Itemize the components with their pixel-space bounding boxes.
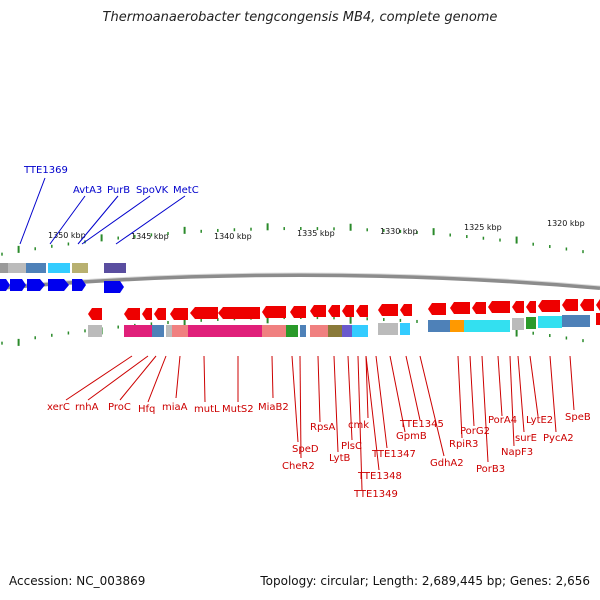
kbp-label: 1325 kbp	[464, 223, 502, 232]
gene-label-speb[interactable]: SpeB	[565, 412, 591, 423]
gene-label-mutl[interactable]: mutL	[194, 404, 220, 415]
kbp-scale-labels: 1350 kbp 1345 kbp 1340 kbp 1335 kbp 1330…	[48, 219, 585, 241]
lower-gene-arrows	[88, 299, 600, 320]
kbp-label: 1345 kbp	[131, 232, 169, 241]
gene-arrow-reverse[interactable]	[356, 305, 368, 317]
genome-backbone	[0, 273, 600, 290]
upper-scale-ticks	[1, 223, 584, 256]
gene-arrow-reverse[interactable]	[580, 299, 594, 311]
gene-arrow-reverse[interactable]	[378, 304, 398, 316]
gene-label-sped[interactable]: SpeD	[292, 444, 319, 455]
upper-domain-track	[0, 263, 126, 273]
gene-arrow-reverse[interactable]	[538, 300, 560, 312]
genome-backbone-highlight	[0, 272, 600, 287]
gene-label-tte1369[interactable]: TTE1369	[23, 165, 68, 176]
gene-label-spovk[interactable]: SpoVK	[136, 185, 169, 196]
gene-arrow-reverse[interactable]	[400, 304, 412, 316]
kbp-label: 1350 kbp	[48, 231, 86, 240]
gene-arrow-forward[interactable]	[48, 279, 69, 291]
gene-arrow-reverse[interactable]	[596, 299, 600, 311]
lower-domain-track	[88, 313, 600, 337]
gene-label-pora4[interactable]: PorA4	[488, 415, 517, 426]
gene-label-metc[interactable]: MetC	[173, 185, 199, 196]
gene-arrow-forward[interactable]	[0, 279, 10, 291]
gene-label-cmk[interactable]: TTE1349	[353, 489, 398, 500]
lower-label-leaders	[65, 355, 575, 491]
gene-arrow-forward[interactable]	[27, 279, 45, 291]
gene-arrow-reverse[interactable]	[428, 303, 446, 315]
gene-label-miab2[interactable]: MiaB2	[258, 402, 289, 413]
gene-label-avta3[interactable]: AvtA3	[73, 185, 102, 196]
gene-label-lytb[interactable]: LytB	[329, 453, 350, 464]
gene-arrow-reverse[interactable]	[488, 301, 510, 313]
kbp-label: 1320 kbp	[547, 219, 585, 228]
gene-arrow-forward[interactable]	[104, 281, 124, 293]
gene-arrow-reverse[interactable]	[526, 301, 536, 313]
genome-summary: Topology: circular; Length: 2,689,445 bp…	[260, 574, 590, 588]
genome-title: Thermoanaerobacter tengcongensis MB4, co…	[102, 10, 498, 25]
gene-label-xerc[interactable]: xerC	[47, 402, 70, 413]
gene-label-tte1348[interactable]: TTE1348	[357, 471, 402, 482]
gene-arrow-reverse[interactable]	[124, 308, 140, 320]
gene-label-rpir3[interactable]: RpiR3	[449, 439, 478, 450]
gene-arrow-reverse[interactable]	[310, 305, 326, 317]
gene-label-gdha2[interactable]: GdhA2	[430, 458, 464, 469]
gene-label-muts2[interactable]: MutS2	[222, 404, 254, 415]
gene-label-porb3[interactable]: PorB3	[476, 464, 505, 475]
gene-arrow-reverse[interactable]	[154, 308, 166, 320]
gene-label-tte1349[interactable]: cmk	[348, 420, 369, 431]
gene-label-purb[interactable]: PurB	[107, 185, 130, 196]
gene-arrow-reverse[interactable]	[170, 308, 188, 320]
upper-label-leaders	[19, 177, 186, 245]
accession-label: Accession: NC_003869	[9, 574, 146, 588]
gene-label-hfq[interactable]: Hfq	[138, 404, 155, 415]
gene-label-rnha[interactable]: rnhA	[75, 402, 99, 413]
gene-label-pyca2[interactable]: PycA2	[543, 433, 574, 444]
gene-arrow-reverse[interactable]	[450, 302, 470, 314]
gene-label-miaa[interactable]: miaA	[162, 402, 188, 413]
gene-label-proc[interactable]: ProC	[108, 402, 131, 413]
gene-arrow-reverse[interactable]	[190, 307, 218, 319]
gene-label-porg2[interactable]: PorG2	[460, 426, 490, 437]
upper-gene-labels: TTE1369 AvtA3 PurB SpoVK MetC	[23, 165, 199, 196]
gene-label-rpsa[interactable]: RpsA	[310, 422, 336, 433]
kbp-label: 1330 kbp	[380, 227, 418, 236]
gene-arrow-reverse[interactable]	[218, 307, 260, 319]
gene-arrow-reverse[interactable]	[512, 301, 524, 313]
gene-label-napf3[interactable]: NapF3	[501, 447, 533, 458]
gene-arrow-reverse[interactable]	[88, 308, 102, 320]
gene-label-tte1347[interactable]: TTE1347	[371, 449, 416, 460]
gene-arrow-reverse[interactable]	[142, 308, 152, 320]
kbp-label: 1335 kbp	[297, 229, 335, 238]
gene-arrow-reverse[interactable]	[262, 306, 286, 318]
gene-label-gpmb[interactable]: GpmB	[396, 431, 427, 442]
gene-label-cher2[interactable]: CheR2	[282, 461, 315, 472]
gene-label-lyte2[interactable]: LytE2	[526, 415, 553, 426]
kbp-label: 1340 kbp	[214, 232, 252, 241]
lower-gene-labels: xerC rnhA ProC Hfq miaA mutL MutS2 MiaB2…	[47, 402, 591, 500]
gene-arrow-forward[interactable]	[72, 279, 86, 291]
gene-arrow-reverse[interactable]	[290, 306, 306, 318]
gene-arrow-reverse[interactable]	[342, 305, 354, 317]
upper-gene-arrows	[0, 279, 124, 293]
gene-label-tte1345[interactable]: TTE1345	[399, 419, 444, 430]
gene-arrow-forward[interactable]	[10, 279, 26, 291]
gene-arrow-reverse[interactable]	[472, 302, 486, 314]
gene-label-plsc[interactable]: PlsC	[341, 441, 362, 452]
gene-arrow-reverse[interactable]	[562, 299, 578, 311]
gene-arrow-reverse[interactable]	[328, 305, 340, 317]
gene-label-sure[interactable]: surE	[515, 433, 537, 444]
